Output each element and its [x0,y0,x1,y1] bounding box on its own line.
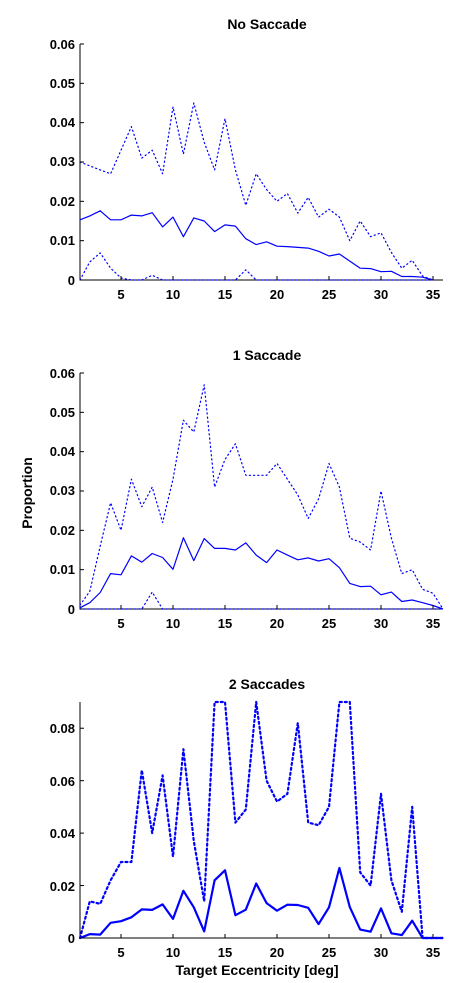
y-tick-labels: 0.06 0.05 0.04 0.03 0.02 0.01 0 [50,37,76,288]
y-tick-label: 0.04 [50,115,76,130]
dotted-series-line-2 [79,252,434,281]
y-tick-label: 0.05 [50,76,75,91]
dotted-series-line-2 [79,591,444,610]
chart-title: 1 Saccade [233,347,302,363]
series-layer [78,700,445,940]
y-tick-label: 0.05 [50,405,75,420]
solid-series-line-0 [79,866,443,940]
dotted-series-line-1 [78,700,445,940]
x-tick-label: 35 [426,945,440,960]
y-tick-label: 0.02 [50,879,75,894]
y-tick-label: 0.02 [50,523,75,538]
y-tick-label: 0 [68,602,75,617]
solid-series-line-0 [79,537,444,610]
y-tick-label: 0.06 [50,37,75,52]
x-tick-label: 15 [218,945,232,960]
x-tick-label: 30 [374,287,388,302]
y-tick-label: 0.03 [50,154,75,169]
y-tick-labels: 0.08 0.06 0.04 0.02 0 [50,721,76,946]
x-tick-label: 10 [166,287,180,302]
panel-2-saccades: 2 Saccades 0.08 0.06 0.04 0.02 0 5 10 15… [50,676,445,978]
y-tick-labels: 0.06 0.05 0.04 0.03 0.02 0.01 0 [50,366,76,617]
panel-no-saccade: No Saccade 0.06 0.05 0.04 0.03 0.02 0.01… [50,16,443,302]
y-tick-label: 0.04 [50,826,76,841]
x-tick-label: 25 [322,945,336,960]
x-axis-label: Target Eccentricity [deg] [175,962,338,978]
x-tick-label: 20 [270,945,284,960]
solid-series-line-0 [79,210,434,281]
y-axis-label: Proportion [19,457,35,529]
x-tick-label: 20 [270,287,284,302]
y-tick-label: 0.06 [50,774,75,789]
x-tick-label: 20 [270,616,284,631]
y-tick-label: 0.04 [50,444,76,459]
x-tick-labels: 5 10 15 20 25 30 35 [117,945,440,960]
series-layer [79,43,434,281]
series-layer [79,372,444,610]
y-tick-label: 0.03 [50,483,75,498]
x-tick-label: 15 [218,287,232,302]
x-tick-label: 5 [117,287,124,302]
x-tick-labels: 5 10 15 20 25 30 35 [117,616,440,631]
y-tick-label: 0.08 [50,721,75,736]
x-tick-label: 35 [426,287,440,302]
x-tick-label: 10 [166,945,180,960]
dotted-series-line-1 [79,384,444,610]
x-tick-label: 10 [166,616,180,631]
y-tick-label: 0.06 [50,366,75,381]
x-tick-labels: 5 10 15 20 25 30 35 [117,287,440,302]
x-tick-label: 5 [117,616,124,631]
y-tick-label: 0 [68,931,75,946]
chart-title: No Saccade [227,16,307,32]
y-tick-label: 0.01 [50,562,75,577]
chart-title: 2 Saccades [229,676,305,692]
panel-1-saccade: 1 Saccade Proportion 0.06 0.05 0.04 0.03… [19,347,444,631]
y-tick-label: 0.02 [50,194,75,209]
x-tick-label: 35 [426,616,440,631]
dotted-series-line-1 [79,102,434,281]
x-tick-label: 30 [374,945,388,960]
x-tick-label: 5 [117,945,124,960]
x-tick-label: 30 [374,616,388,631]
x-tick-label: 15 [218,616,232,631]
y-tick-label: 0.01 [50,233,75,248]
x-tick-label: 25 [322,616,336,631]
x-tick-label: 25 [322,287,336,302]
y-tick-label: 0 [68,273,75,288]
